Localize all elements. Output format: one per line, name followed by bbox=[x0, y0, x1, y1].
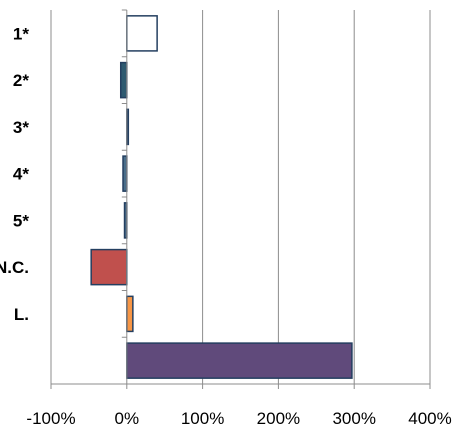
x-tick-label-5: 400% bbox=[408, 409, 451, 428]
bar-5 bbox=[90, 248, 128, 286]
bars bbox=[90, 15, 353, 379]
category-label-5: N.C. bbox=[0, 258, 29, 277]
x-tick-label-1: 0% bbox=[115, 409, 140, 428]
bar-0 bbox=[126, 15, 158, 52]
x-tick-labels: -100% 0% 100% 200% 300% 400% bbox=[26, 409, 451, 428]
category-labels: 1* 2* 3* 4* 5* N.C. L. bbox=[0, 24, 29, 324]
category-label-3: 4* bbox=[13, 165, 29, 184]
category-label-6: L. bbox=[14, 305, 29, 324]
axes bbox=[50, 9, 431, 389]
category-label-1: 2* bbox=[13, 71, 29, 90]
category-label-0: 1* bbox=[13, 24, 29, 43]
x-tick-label-2: 100% bbox=[181, 409, 224, 428]
bar-6 bbox=[126, 295, 134, 333]
bar-7 bbox=[126, 342, 353, 379]
category-label-4: 5* bbox=[13, 211, 29, 230]
gridlines bbox=[50, 10, 431, 384]
x-tick-label-0: -100% bbox=[26, 409, 75, 428]
x-tick-label-3: 200% bbox=[257, 409, 300, 428]
bar-3 bbox=[122, 155, 128, 192]
x-tick-label-4: 300% bbox=[332, 409, 375, 428]
bar-1 bbox=[119, 61, 128, 99]
category-label-2: 3* bbox=[13, 118, 29, 137]
